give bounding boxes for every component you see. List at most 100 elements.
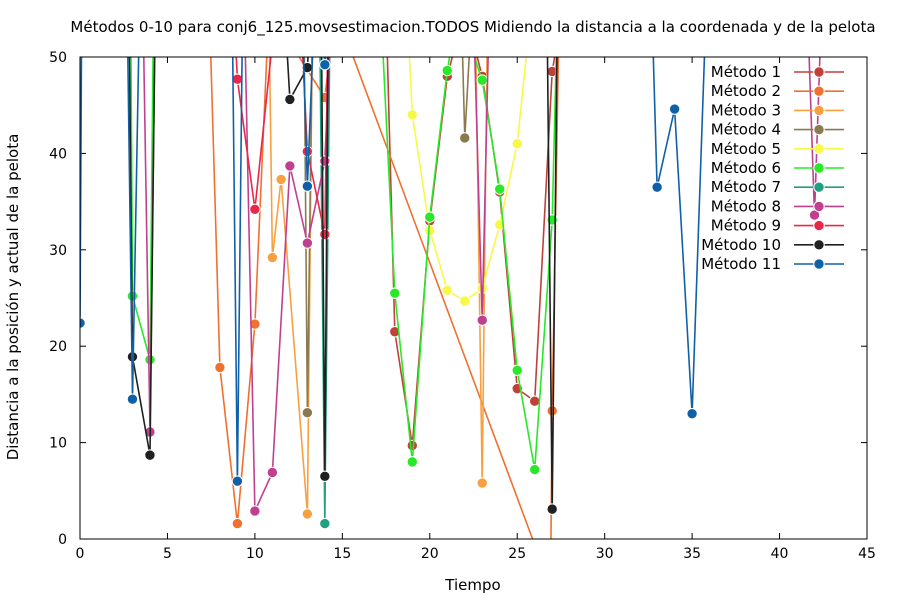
data-point (144, 353, 156, 366)
data-point (546, 405, 558, 417)
legend-label: Método 3 (711, 101, 781, 119)
legend-item: Método 9 (711, 217, 844, 235)
data-point (301, 237, 314, 249)
data-point (511, 138, 523, 150)
x-tick-label: 25 (508, 546, 526, 562)
legend-label: Método 2 (711, 82, 781, 100)
series-8 (142, 57, 821, 517)
series-line (386, 57, 556, 446)
data-point (651, 181, 663, 193)
data-point (266, 466, 279, 479)
data-point (389, 287, 401, 299)
y-tick-label: 0 (58, 532, 67, 548)
legend-label: Método 8 (711, 197, 781, 215)
data-point (546, 503, 558, 515)
y-tick-label: 50 (49, 50, 67, 66)
data-point (249, 505, 261, 517)
data-point (668, 103, 681, 115)
legend-marker (813, 66, 825, 78)
data-point (214, 361, 226, 374)
y-tick-label: 40 (49, 146, 67, 162)
data-point (459, 132, 471, 144)
legend-marker (813, 162, 825, 174)
series-6 (126, 57, 558, 476)
legend-marker (813, 123, 825, 136)
legend-item: Método 11 (701, 255, 844, 273)
legend-item: Método 8 (711, 197, 844, 215)
series-line (130, 57, 558, 470)
data-point (476, 477, 488, 489)
series-11 (80, 57, 706, 487)
data-point (249, 318, 261, 330)
legend-item: Método 6 (711, 159, 844, 177)
x-tick-label: 5 (163, 546, 172, 562)
x-tick-label: 45 (858, 546, 876, 562)
data-point (529, 463, 541, 476)
legend-label: Método 7 (711, 178, 781, 196)
series-4 (301, 57, 471, 419)
legend-marker (813, 239, 825, 251)
y-axis-label: Distancia a la posición y actual de la p… (4, 134, 22, 461)
series-3 (266, 57, 488, 520)
data-point (319, 155, 331, 167)
legend-label: Método 9 (711, 217, 781, 235)
series-line (268, 57, 488, 514)
x-tick-label: 10 (246, 546, 264, 562)
data-point (275, 173, 287, 186)
data-point (284, 93, 296, 106)
data-point (144, 449, 156, 461)
data-point (319, 59, 331, 71)
data-point (249, 203, 261, 216)
series-line (303, 57, 470, 413)
data-point (476, 314, 488, 326)
data-point (441, 64, 453, 77)
x-tick-label: 20 (421, 546, 439, 562)
data-point (441, 284, 453, 296)
legend-marker (813, 219, 825, 232)
legend-marker (813, 143, 825, 155)
data-point (126, 393, 139, 405)
y-tick-label: 20 (49, 339, 67, 355)
data-point (476, 74, 488, 86)
series-line (128, 57, 558, 510)
chart-title: Métodos 0-10 para conj6_125.movsestimaci… (70, 18, 875, 37)
data-point (459, 295, 471, 307)
y-tick-label: 30 (49, 243, 67, 259)
x-tick-label: 35 (683, 546, 701, 562)
series-5 (406, 57, 528, 307)
legend-item: Método 2 (711, 82, 844, 100)
x-tick-label: 15 (333, 546, 351, 562)
data-point (319, 228, 331, 241)
y-tick-label: 10 (49, 436, 67, 452)
data-point (231, 475, 244, 487)
data-point (301, 180, 314, 192)
legend-item: Método 7 (711, 178, 844, 196)
data-point (301, 407, 314, 419)
series-line (142, 57, 821, 512)
data-point (301, 508, 314, 520)
legend-label: Método 1 (711, 63, 781, 81)
legend-marker (813, 181, 825, 193)
x-axis-label: Tiempo (444, 576, 500, 594)
legend-label: Método 6 (711, 159, 781, 177)
data-point (301, 145, 314, 158)
x-tick-label: 0 (76, 546, 85, 562)
series-line (408, 57, 528, 302)
legend-item: Método 5 (711, 140, 844, 158)
data-point (494, 183, 506, 195)
data-point (319, 517, 331, 530)
legend-label: Método 11 (701, 255, 781, 273)
legend-label: Método 4 (711, 121, 781, 139)
series-line (235, 57, 329, 235)
data-point (406, 456, 418, 468)
data-point (511, 364, 523, 376)
plot-frame (79, 56, 868, 540)
data-point (406, 109, 418, 121)
legend-marker (813, 200, 825, 213)
legend-marker (813, 104, 825, 117)
series-layer (80, 57, 821, 539)
data-point (389, 326, 401, 338)
legend-marker (813, 85, 825, 97)
